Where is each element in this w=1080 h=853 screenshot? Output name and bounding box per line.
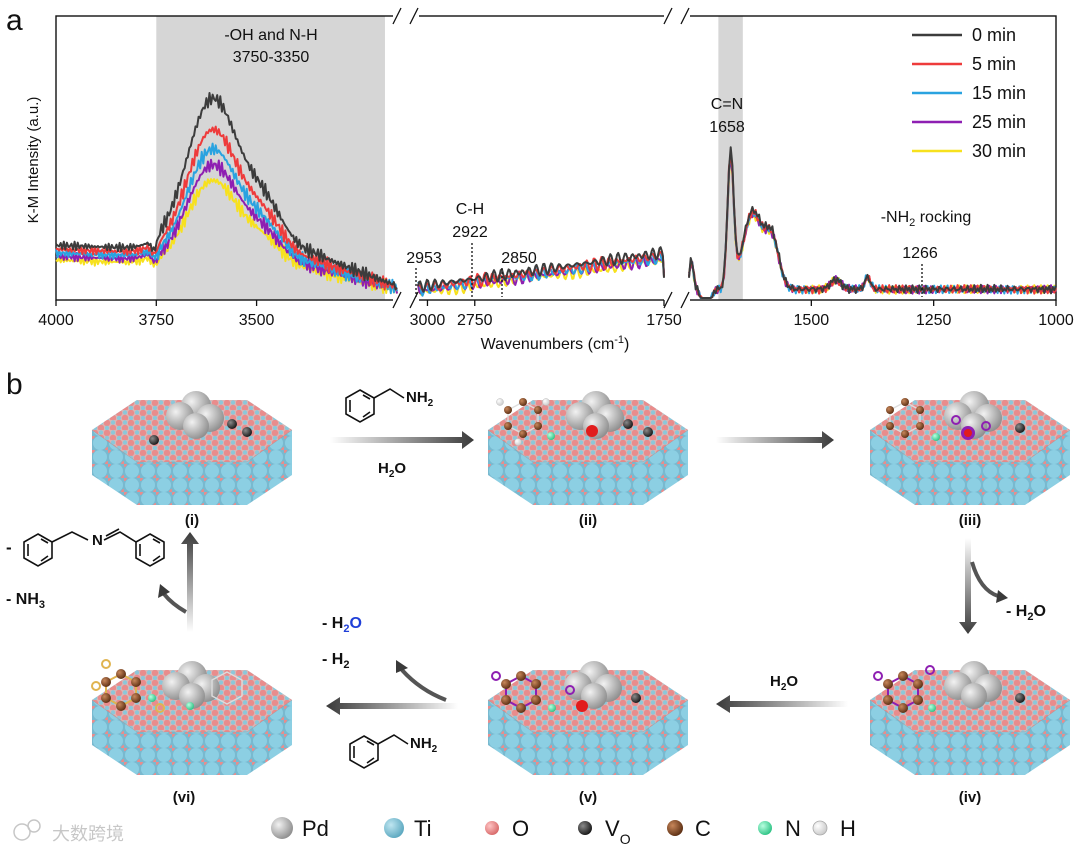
stage-v: (v)	[487, 661, 689, 806]
water-byproduct-1: - H2O	[1006, 603, 1046, 623]
svg-text:大数跨境: 大数跨境	[52, 824, 124, 844]
stage-ii: (ii)	[487, 391, 689, 529]
svg-text:NH2: NH2	[410, 735, 438, 755]
panel-b: b (i) (ii)	[6, 368, 1071, 847]
arrow-ii-to-iii	[716, 431, 834, 449]
legend-atom-label-C: C	[695, 816, 711, 841]
imine-nitrogen: N	[92, 532, 103, 549]
legend-atom-Pd	[271, 817, 293, 839]
legend-label-0: 0 min	[972, 25, 1016, 45]
x-tick-label-1500: 1500	[794, 312, 830, 329]
spectra-legend: 0 min 5 min 15 min 25 min 30 min	[912, 25, 1026, 161]
legend-atom-label-Pd: Pd	[302, 816, 329, 841]
x-tick-label-2750: 2750	[457, 312, 493, 329]
svg-text:NH2: NH2	[406, 389, 434, 409]
panel-a-label: a	[6, 4, 23, 37]
annotation-nh2-rocking: -NH2 rocking 1266	[881, 209, 972, 297]
hydrogen-product: - H2	[322, 651, 349, 671]
svg-text:H2O: H2O	[378, 460, 406, 480]
legend-atom-H	[812, 820, 828, 836]
imine-dash: -	[6, 538, 12, 557]
arrow-iv-to-v: H2O	[716, 673, 848, 713]
panel-a: a 4000 3750 3500 3000 2750 1750 1500 1250 1000 W…	[6, 4, 1074, 353]
arrow-vi-to-i: - N - NH3	[6, 528, 199, 632]
atom-legend: Pd Ti O VO C N H	[271, 816, 856, 847]
arrow-i-to-ii: NH2 H2O	[330, 388, 474, 480]
legend-atom-label-Ti: Ti	[414, 816, 432, 841]
legend-label-4: 30 min	[972, 141, 1026, 161]
svg-text:-NH2 rocking: -NH2 rocking	[881, 209, 972, 229]
legend-atom-label-H: H	[840, 816, 856, 841]
legend-atom-O	[485, 821, 499, 835]
stage-iii: (iii)	[869, 391, 1071, 529]
svg-text:C-H: C-H	[456, 201, 484, 218]
axis-break-1	[392, 7, 419, 309]
stage-i: (i)	[91, 391, 293, 529]
stage-label-iii: (iii)	[959, 512, 982, 529]
stage-label-ii: (ii)	[579, 512, 597, 529]
svg-text:-OH and N-H: -OH and N-H	[224, 27, 317, 44]
legend-atom-V	[578, 821, 592, 835]
svg-text:C=N: C=N	[711, 96, 743, 113]
stage-iv: (iv)	[869, 661, 1071, 806]
legend-label-3: 25 min	[972, 112, 1026, 132]
legend-atom-label-O: O	[512, 816, 529, 841]
x-tick-label-1000: 1000	[1038, 312, 1074, 329]
legend-atom-C	[667, 820, 683, 836]
stage-label-iv: (iv)	[959, 789, 982, 806]
svg-text:H2O: H2O	[770, 673, 798, 693]
y-axis-label: K-M Intensity (a.u.)	[25, 97, 42, 224]
benzylamine-structure-2	[349, 734, 409, 769]
svg-text:2953: 2953	[406, 250, 442, 267]
legend-atom-label-V: VO	[605, 816, 631, 847]
x-tick-label-3500: 3500	[239, 312, 275, 329]
annotation-ch-peaks: 2953 2850	[406, 243, 537, 297]
stage-vi: (vi)	[91, 659, 293, 806]
axis-break-2	[663, 7, 690, 309]
x-tick-label-1750: 1750	[646, 312, 682, 329]
svg-text:2850: 2850	[501, 250, 537, 267]
svg-text:1658: 1658	[709, 119, 745, 136]
arrow-iii-to-iv: - H2O	[959, 538, 1046, 634]
water-product-2: - H2O	[322, 615, 362, 635]
x-tick-label-3000: 3000	[410, 312, 446, 329]
stage-label-v: (v)	[579, 789, 597, 806]
arrow-v-to-vi: - H2O - H2 NH2	[322, 615, 458, 769]
annotation-oh-nh: -OH and N-H 3750-3350	[224, 27, 317, 66]
stage-label-vi: (vi)	[173, 789, 196, 806]
x-tick-label-1250: 1250	[916, 312, 952, 329]
watermark: 大数跨境	[13, 819, 124, 844]
annotation-ch: C-H 2922	[452, 201, 488, 241]
x-ticks: 4000 3750 3500 3000 2750 1750 1500 1250 1000	[38, 300, 1074, 329]
spectra	[55, 92, 1057, 299]
svg-text:1266: 1266	[902, 245, 938, 262]
annotation-cn: C=N 1658	[709, 96, 745, 136]
legend-atom-Ti	[384, 818, 404, 838]
svg-text:3750-3350: 3750-3350	[233, 49, 310, 66]
legend-label-1: 5 min	[972, 54, 1016, 74]
legend-label-2: 15 min	[972, 83, 1026, 103]
plot-frame	[55, 15, 1057, 301]
stage-label-i: (i)	[185, 512, 199, 529]
panel-b-label: b	[6, 368, 23, 401]
x-axis-label: Wavenumbers (cm-1)	[481, 334, 630, 353]
ammonia-product: - NH3	[6, 591, 45, 611]
x-tick-label-3750: 3750	[138, 312, 174, 329]
legend-atom-label-N: N	[785, 816, 801, 841]
legend-atom-N	[758, 821, 772, 835]
imine-product-structure	[23, 528, 165, 567]
series-0-min	[55, 92, 1057, 299]
x-tick-label-4000: 4000	[38, 312, 74, 329]
benzylamine-structure	[345, 388, 405, 423]
svg-text:2922: 2922	[452, 224, 488, 241]
